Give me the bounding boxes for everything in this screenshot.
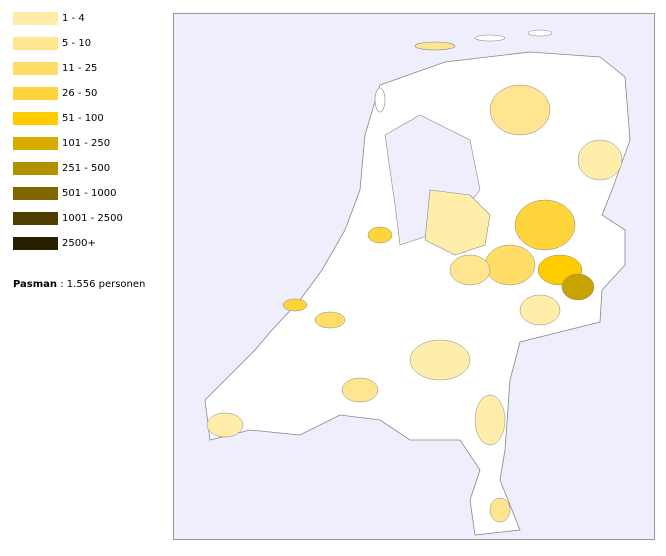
legend-item: 1 - 4	[13, 12, 123, 37]
legend-swatch	[13, 12, 58, 25]
legend-swatch	[13, 37, 58, 50]
island	[474, 34, 506, 42]
country-outline	[204, 51, 631, 536]
legend-item: 51 - 100	[13, 112, 123, 137]
legend-swatch	[13, 162, 58, 175]
legend-item: 501 - 1000	[13, 187, 123, 212]
legend-label: 1001 - 2500	[62, 213, 123, 224]
region	[489, 497, 511, 523]
legend-item: 11 - 25	[13, 62, 123, 87]
legend-label: 1 - 4	[62, 13, 85, 24]
region	[341, 377, 379, 403]
legend-label: 2500+	[62, 238, 96, 249]
region	[561, 273, 595, 301]
legend-label: 5 - 10	[62, 38, 92, 49]
legend-swatch	[13, 112, 58, 125]
legend-label: 26 - 50	[62, 88, 98, 99]
legend: 1 - 4 5 - 10 11 - 25 26 - 50 51 - 100 101 - 2…	[13, 12, 123, 262]
region	[474, 394, 506, 446]
municipalities	[206, 84, 623, 523]
legend-swatch	[13, 237, 58, 250]
region	[489, 84, 551, 136]
legend-item: 2500+	[13, 237, 123, 262]
legend-item: 101 - 250	[13, 137, 123, 162]
region	[424, 189, 491, 256]
count-text: : 1.556 personen	[60, 279, 146, 290]
map	[173, 13, 655, 540]
summary: Pasman : 1.556 personen	[13, 279, 145, 290]
legend-swatch	[13, 87, 58, 100]
legend-label: 51 - 100	[62, 113, 104, 124]
legend-label: 501 - 1000	[62, 188, 117, 199]
legend-item: 251 - 500	[13, 162, 123, 187]
island	[414, 41, 456, 51]
region	[206, 412, 244, 438]
legend-swatch	[13, 212, 58, 225]
region	[449, 254, 491, 286]
legend-swatch	[13, 187, 58, 200]
legend-item: 5 - 10	[13, 37, 123, 62]
region	[367, 226, 393, 244]
legend-label: 11 - 25	[62, 63, 98, 74]
island	[374, 87, 386, 113]
region	[484, 244, 536, 286]
region	[519, 294, 561, 326]
legend-swatch	[13, 62, 58, 75]
region	[282, 298, 308, 312]
surname: Pasman	[13, 279, 58, 290]
region	[514, 199, 576, 251]
region	[409, 339, 471, 381]
legend-label: 251 - 500	[62, 163, 111, 174]
region	[577, 139, 623, 181]
region	[314, 311, 346, 329]
legend-item: 1001 - 2500	[13, 212, 123, 237]
legend-swatch	[13, 137, 58, 150]
legend-label: 101 - 250	[62, 138, 111, 149]
island	[527, 29, 553, 37]
legend-item: 26 - 50	[13, 87, 123, 112]
